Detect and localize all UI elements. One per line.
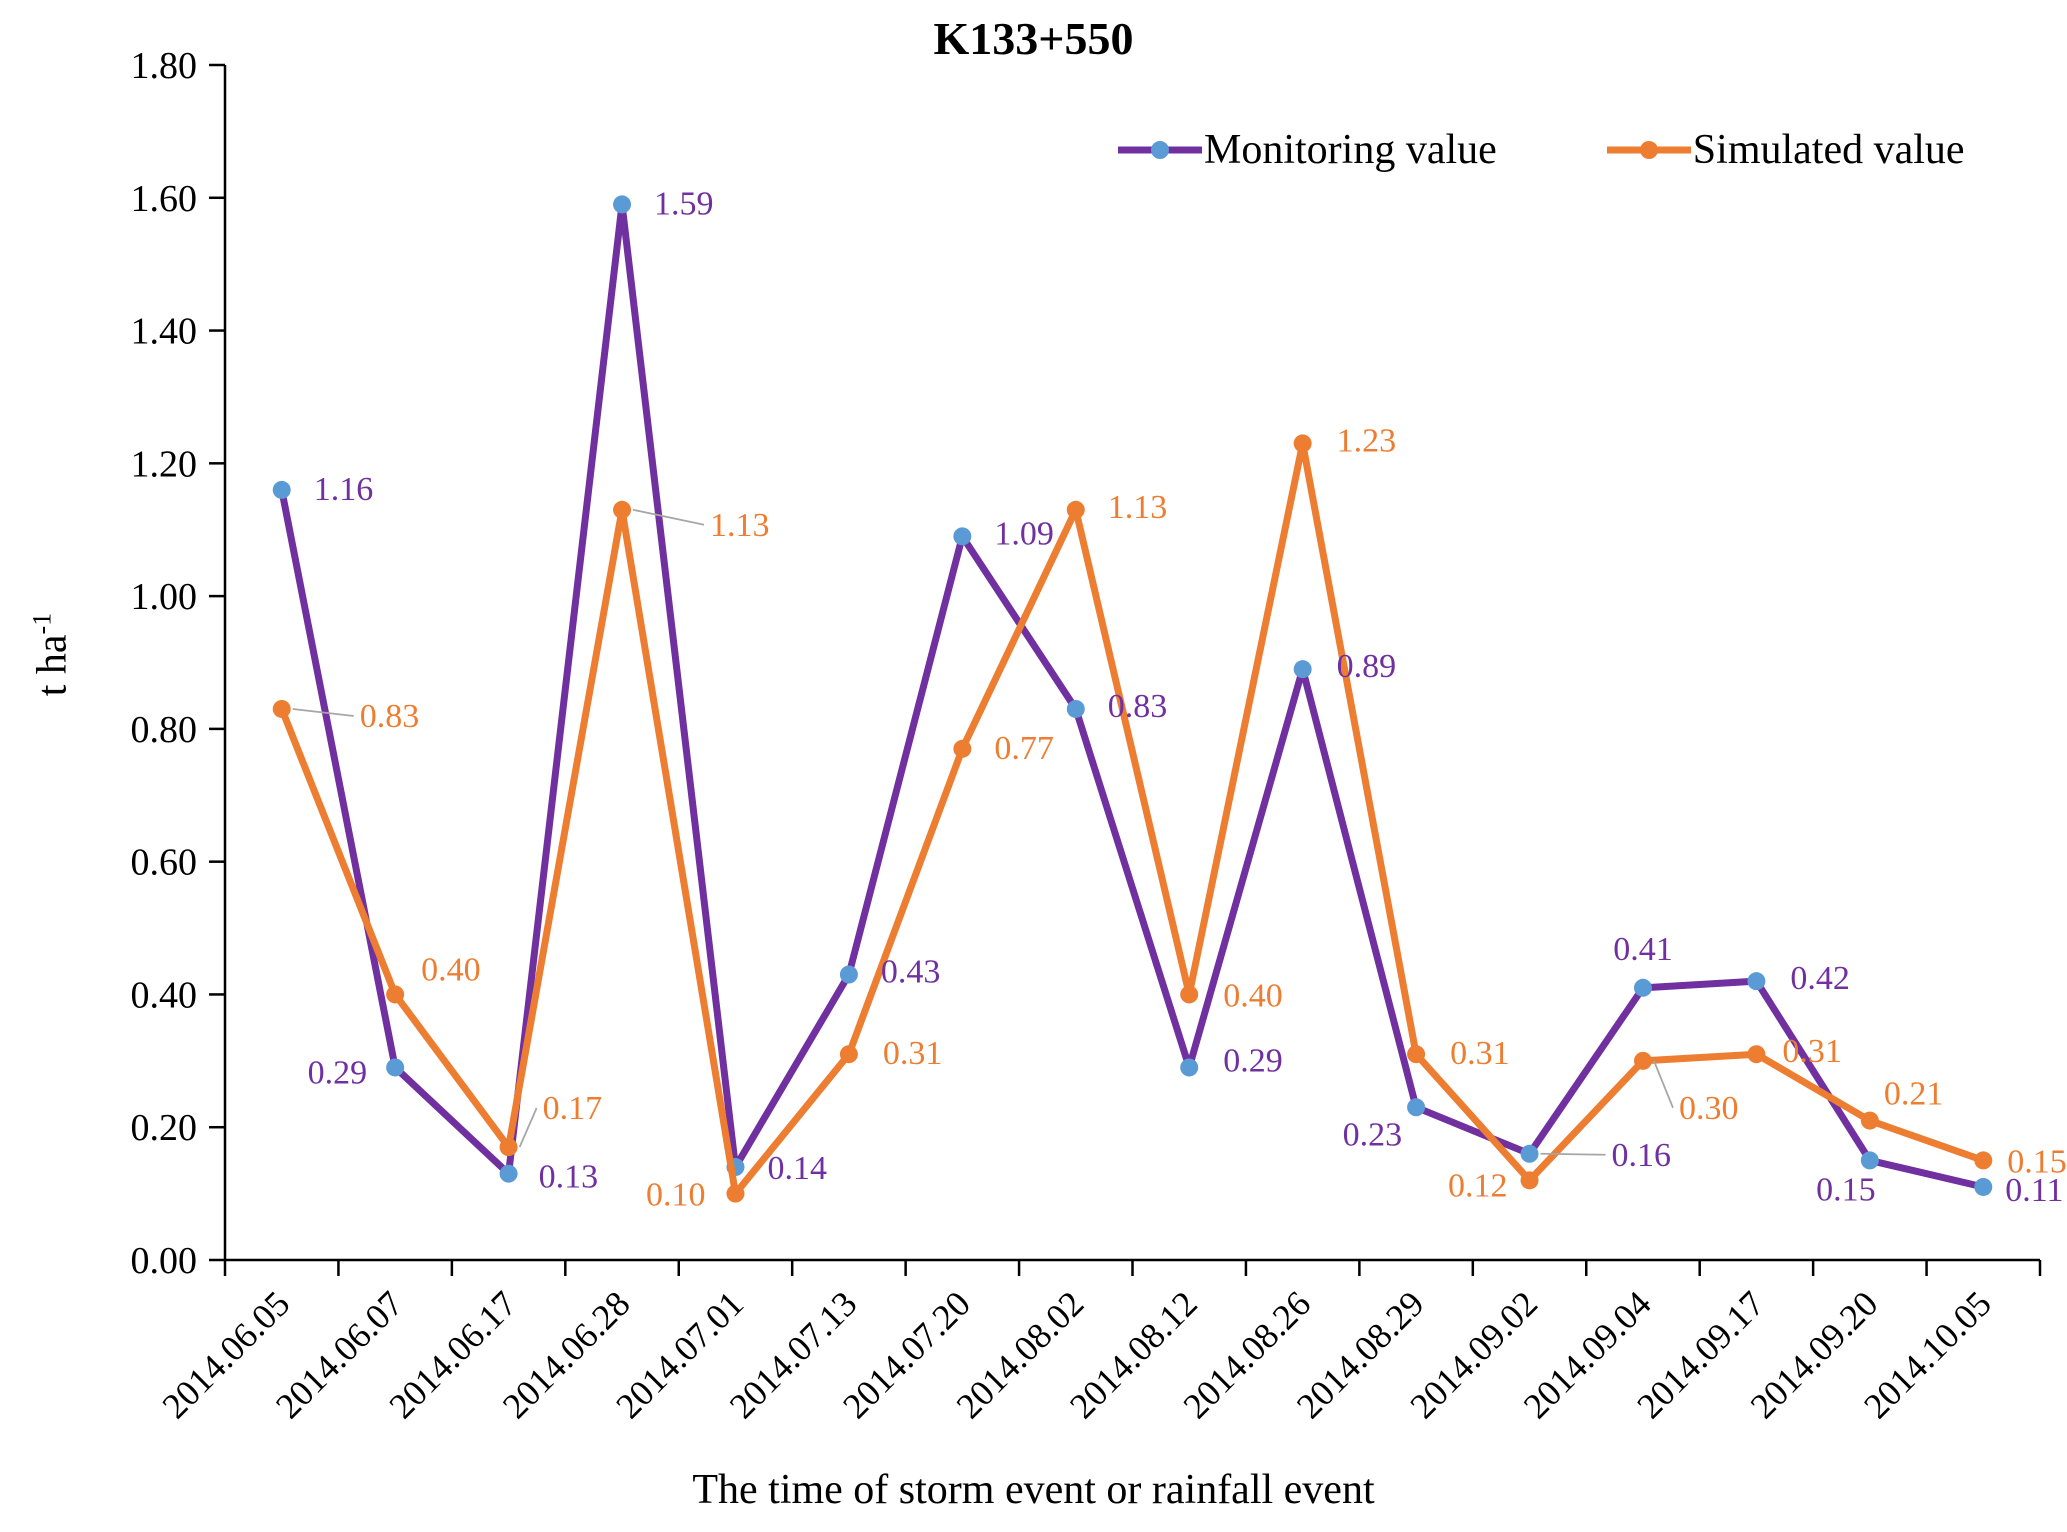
data-label: 1.13 (1108, 489, 1168, 526)
data-point-marker (1633, 978, 1652, 997)
data-point-marker (1860, 1151, 1879, 1170)
data-label: 0.29 (1223, 1042, 1283, 1079)
legend-dot (1151, 141, 1169, 159)
legend-item-simulated: Simulated value (1606, 126, 1965, 174)
legend-dot (1639, 141, 1658, 159)
data-point-marker (1180, 1058, 1199, 1077)
data-label: 0.31 (1450, 1035, 1510, 1072)
data-label: 0.77 (994, 730, 1054, 767)
data-point-marker (839, 1045, 858, 1064)
y-tick-label: 0.20 (131, 1107, 198, 1149)
data-label: 0.41 (1613, 931, 1673, 968)
y-tick-label: 0.60 (131, 842, 198, 884)
y-tick-label: 0.80 (131, 709, 198, 751)
x-axis-title: The time of storm event or rainfall even… (692, 1467, 1375, 1513)
data-point-marker (1747, 972, 1766, 991)
legend-label-monitoring: Monitoring value (1204, 127, 1497, 173)
legend: Monitoring value Simulated value (1118, 126, 1965, 174)
data-label: 0.83 (1108, 688, 1168, 725)
data-label: 0.16 (1612, 1137, 1672, 1174)
data-point-marker (386, 985, 405, 1004)
data-point-marker (1974, 1177, 1993, 1196)
data-point-marker (953, 739, 972, 758)
data-point-marker (272, 480, 291, 499)
data-point-marker (1974, 1151, 1993, 1170)
data-point-marker (499, 1164, 518, 1183)
data-label: 0.13 (539, 1159, 599, 1196)
data-label: 1.23 (1337, 422, 1397, 459)
data-label: 0.40 (1223, 977, 1283, 1014)
data-point-marker (1180, 985, 1199, 1004)
data-label: 0.30 (1679, 1090, 1739, 1127)
data-point-marker (1520, 1171, 1539, 1190)
y-tick-label: 1.80 (131, 45, 198, 87)
data-point-marker (726, 1184, 745, 1203)
data-point-marker (953, 527, 972, 546)
data-label: 0.12 (1448, 1167, 1508, 1204)
data-label: 0.15 (1816, 1171, 1876, 1208)
label-leader-line (632, 508, 705, 526)
data-label: 0.15 (2007, 1143, 2067, 1180)
data-label: 0.89 (1337, 648, 1397, 685)
chart-title: K133+550 (933, 13, 1134, 64)
data-label: 0.40 (421, 951, 481, 988)
data-point-marker (1407, 1045, 1426, 1064)
label-leader-line (1653, 1060, 1674, 1109)
data-point-marker (1747, 1045, 1766, 1064)
data-point-marker (613, 500, 632, 519)
label-leader-line (518, 1107, 538, 1148)
y-tick-label: 0.00 (131, 1240, 198, 1282)
data-label: 0.43 (881, 954, 941, 991)
y-tick-label: 0.40 (131, 974, 198, 1016)
data-label: 0.31 (1782, 1033, 1842, 1070)
data-label: 0.14 (767, 1150, 827, 1187)
series-line-0 (278, 200, 1987, 1191)
series-line-1 (278, 439, 1987, 1198)
data-label: 0.23 (1343, 1116, 1403, 1153)
data-label: 1.13 (710, 507, 770, 544)
data-point-marker (1860, 1111, 1879, 1130)
data-label: 0.11 (2005, 1172, 2063, 1209)
data-label: 0.31 (883, 1035, 943, 1072)
data-point-marker (1066, 699, 1085, 718)
legend-item-monitoring: Monitoring value (1118, 126, 1497, 174)
data-point-marker (1066, 500, 1085, 519)
y-tick-label: 1.20 (131, 443, 198, 485)
data-label: 0.83 (360, 698, 420, 735)
data-label: 0.17 (543, 1090, 603, 1127)
data-point-marker (613, 195, 632, 214)
legend-label-simulated: Simulated value (1692, 127, 1965, 173)
data-point-marker (499, 1138, 518, 1157)
label-leader-line (1540, 1152, 1606, 1156)
legend-marker-monitoring (1118, 141, 1202, 159)
data-point-marker (839, 965, 858, 984)
data-label: 1.16 (314, 471, 374, 508)
data-label: 0.42 (1790, 960, 1850, 997)
y-tick-label: 1.60 (131, 178, 198, 220)
data-point-marker (1407, 1098, 1426, 1117)
label-leader-line (292, 708, 354, 717)
data-point-marker (386, 1058, 405, 1077)
data-point-marker (272, 699, 291, 718)
data-label: 0.21 (1884, 1076, 1944, 1113)
y-tick-label: 1.40 (131, 311, 198, 353)
data-label: 1.59 (654, 185, 714, 222)
data-label: 0.10 (646, 1177, 706, 1214)
data-point-marker (1633, 1051, 1652, 1070)
data-point-marker (1520, 1144, 1539, 1163)
data-label: 0.29 (308, 1054, 368, 1091)
data-point-marker (1293, 434, 1312, 453)
y-tick-label: 1.00 (131, 576, 198, 618)
legend-marker-simulated (1606, 141, 1691, 159)
data-label: 1.09 (994, 515, 1054, 552)
data-point-marker (1293, 660, 1312, 679)
